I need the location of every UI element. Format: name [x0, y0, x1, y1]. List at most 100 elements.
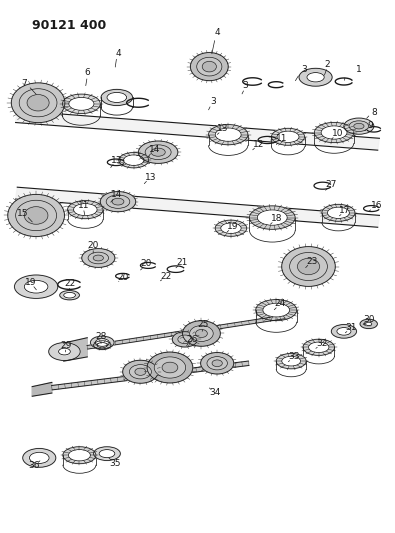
Polygon shape [87, 315, 284, 349]
Text: 8: 8 [372, 108, 378, 117]
Polygon shape [331, 325, 357, 338]
Polygon shape [60, 290, 79, 300]
Text: 26: 26 [186, 335, 197, 344]
Polygon shape [123, 360, 158, 383]
Polygon shape [112, 198, 124, 205]
Text: 7: 7 [21, 78, 27, 87]
Polygon shape [354, 124, 364, 129]
Text: 20: 20 [141, 260, 152, 268]
Polygon shape [147, 352, 193, 383]
Polygon shape [209, 125, 248, 145]
Text: 18: 18 [271, 214, 282, 223]
Text: 4: 4 [214, 28, 220, 37]
Polygon shape [263, 303, 290, 317]
Polygon shape [327, 207, 350, 219]
Polygon shape [303, 339, 335, 356]
Polygon shape [154, 357, 186, 378]
Text: 14: 14 [111, 190, 122, 199]
Polygon shape [19, 88, 57, 117]
Text: 3: 3 [301, 66, 307, 74]
Polygon shape [93, 255, 103, 261]
Polygon shape [100, 191, 136, 212]
Polygon shape [257, 210, 287, 225]
Polygon shape [94, 341, 111, 350]
Text: 20: 20 [88, 241, 99, 250]
Polygon shape [172, 332, 198, 347]
Polygon shape [64, 293, 75, 298]
Polygon shape [290, 253, 327, 280]
Text: 17: 17 [339, 206, 351, 215]
Polygon shape [23, 448, 56, 467]
Polygon shape [101, 90, 133, 106]
Polygon shape [15, 111, 380, 150]
Text: 21: 21 [176, 258, 188, 266]
Polygon shape [299, 68, 332, 86]
Text: 9: 9 [368, 121, 374, 130]
Polygon shape [106, 195, 130, 208]
Polygon shape [322, 204, 355, 221]
Text: 13: 13 [217, 124, 229, 133]
Polygon shape [297, 259, 320, 274]
Text: 33: 33 [288, 352, 300, 361]
Polygon shape [276, 353, 306, 369]
Polygon shape [82, 248, 115, 268]
Text: 13: 13 [145, 173, 156, 182]
Polygon shape [68, 200, 103, 219]
Text: 35: 35 [109, 459, 120, 467]
Polygon shape [15, 275, 58, 298]
Polygon shape [15, 187, 380, 227]
Text: 34: 34 [209, 388, 221, 397]
Text: 3: 3 [242, 81, 248, 90]
Text: 3: 3 [211, 97, 216, 106]
Polygon shape [145, 145, 171, 159]
Polygon shape [366, 322, 372, 326]
Polygon shape [8, 195, 64, 237]
Text: 2: 2 [325, 60, 330, 69]
Polygon shape [124, 155, 144, 165]
Polygon shape [197, 57, 222, 76]
Text: 6: 6 [85, 68, 90, 77]
Polygon shape [308, 342, 329, 352]
Polygon shape [135, 368, 146, 375]
Text: 32: 32 [316, 339, 327, 348]
Polygon shape [58, 348, 70, 355]
Text: 24: 24 [275, 299, 286, 308]
Text: 30: 30 [363, 315, 374, 324]
Text: 11: 11 [276, 134, 288, 143]
Text: 23: 23 [306, 257, 317, 265]
Polygon shape [11, 83, 65, 123]
Polygon shape [178, 335, 192, 344]
Polygon shape [119, 152, 149, 168]
Text: 36: 36 [28, 462, 40, 470]
Text: 10: 10 [331, 129, 343, 138]
Polygon shape [307, 72, 324, 82]
Text: 15: 15 [17, 209, 28, 218]
Text: 27: 27 [325, 180, 337, 189]
Polygon shape [344, 118, 374, 134]
Polygon shape [277, 131, 299, 142]
Text: 28: 28 [95, 332, 107, 341]
Polygon shape [360, 319, 377, 328]
Polygon shape [162, 362, 178, 373]
Text: 14: 14 [149, 145, 160, 154]
Text: 31: 31 [345, 323, 357, 332]
Text: 1: 1 [356, 66, 362, 74]
Polygon shape [52, 361, 249, 390]
Polygon shape [349, 121, 369, 132]
Text: 19: 19 [24, 278, 36, 287]
Polygon shape [90, 336, 114, 349]
Polygon shape [63, 447, 96, 464]
Polygon shape [68, 449, 90, 461]
Polygon shape [256, 300, 297, 320]
Polygon shape [212, 360, 222, 367]
Polygon shape [24, 207, 48, 224]
Polygon shape [190, 326, 213, 342]
Polygon shape [215, 220, 247, 236]
Polygon shape [202, 61, 216, 72]
Polygon shape [99, 450, 115, 458]
Polygon shape [282, 247, 335, 286]
Polygon shape [62, 94, 100, 114]
Polygon shape [250, 206, 295, 229]
Text: 19: 19 [227, 222, 239, 231]
Polygon shape [69, 98, 94, 110]
